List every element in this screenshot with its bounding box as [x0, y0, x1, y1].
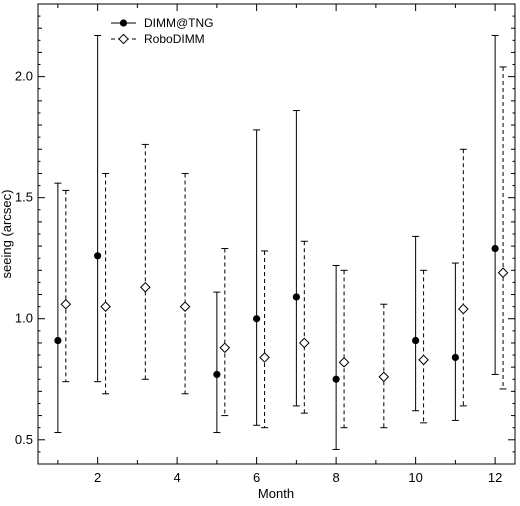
data-point [292, 293, 300, 301]
plot-frame [37, 3, 516, 465]
data-point [213, 370, 221, 379]
data-point [54, 336, 62, 345]
legend: DIMM@TNG RoboDIMM [111, 16, 214, 46]
legend-label: DIMM@TNG [144, 16, 214, 30]
y-axis-label: seeing (arcsec) [0, 190, 14, 279]
data-point [140, 281, 151, 293]
series-marks [54, 34, 509, 450]
data-point [259, 352, 270, 363]
legend-marker [118, 33, 129, 45]
x-tick-label: 6 [253, 470, 260, 485]
x-axis-label: Month [258, 486, 294, 501]
x-tick-label: 12 [488, 470, 502, 485]
legend-label: RoboDIMM [144, 32, 205, 46]
data-point [179, 301, 191, 312]
x-tick-label: 8 [333, 470, 340, 485]
data-point [378, 371, 390, 383]
legend-marker [119, 19, 128, 27]
y-tick-label: 1.5 [15, 190, 33, 205]
series-dimm-tng [54, 34, 499, 450]
axis-ticks: 2 4 6 8 10 12 0.5 1.0 1.5 2.0 [15, 4, 515, 485]
x-tick-label: 4 [174, 470, 181, 485]
y-tick-label: 2.0 [15, 69, 33, 84]
data-point [299, 337, 310, 349]
data-point [412, 336, 420, 345]
data-point [60, 298, 72, 310]
data-point [497, 267, 509, 279]
series-robodimm [60, 66, 509, 429]
data-point [338, 357, 350, 368]
y-tick-label: 1.0 [15, 311, 33, 326]
data-point [219, 342, 231, 354]
data-point [332, 375, 340, 383]
data-point [94, 252, 102, 260]
x-tick-label: 10 [408, 470, 422, 485]
data-point [451, 353, 459, 362]
data-point [100, 301, 111, 312]
data-point [253, 315, 261, 323]
data-point [418, 354, 429, 366]
data-point [458, 303, 469, 315]
data-point [491, 244, 499, 253]
y-tick-label: 0.5 [15, 432, 33, 447]
x-tick-label: 2 [94, 470, 101, 485]
